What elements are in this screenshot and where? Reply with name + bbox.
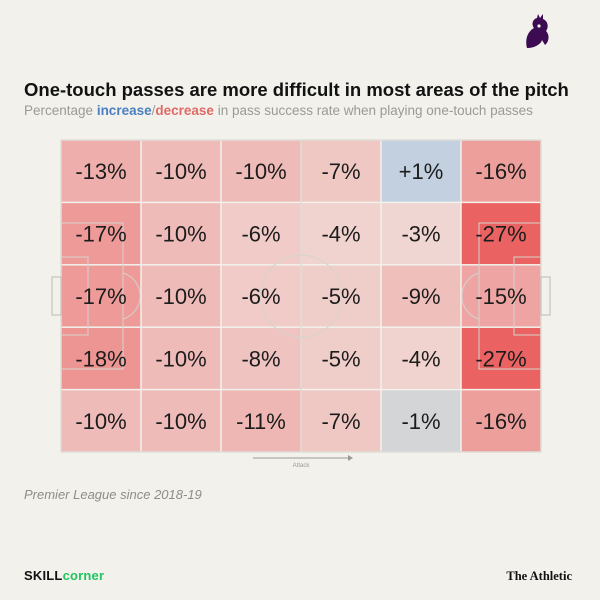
chart-subtitle: Percentage increase/decrease in pass suc… — [24, 103, 533, 118]
heatmap-cell — [301, 327, 381, 389]
heatmap-value-label: -15% — [475, 284, 526, 309]
heatmap-value-label: -5% — [321, 284, 360, 309]
heatmap-value-label: -5% — [321, 346, 360, 371]
heatmap-cell — [461, 140, 541, 202]
heatmap-cell — [221, 327, 301, 389]
attack-label: Attack — [293, 463, 311, 469]
heatmap-cell — [141, 140, 221, 202]
heatmap-cell — [461, 390, 541, 452]
premier-league-lion-logo — [526, 14, 549, 48]
attack-direction-arrow: Attack — [253, 455, 353, 469]
subtitle-increase: increase — [96, 103, 152, 118]
heatmap-value-label: -17% — [75, 222, 126, 247]
skillcorner-logo-part1: SKILL — [24, 568, 63, 583]
heatmap-value-label: -10% — [155, 409, 206, 434]
heatmap-value-label: -6% — [241, 284, 280, 309]
heatmap-value-label: -10% — [155, 284, 206, 309]
heatmap-value-label: -10% — [155, 222, 206, 247]
heatmap-cell — [61, 327, 141, 389]
heatmap-value-label: -10% — [75, 409, 126, 434]
heatmap-cell — [221, 203, 301, 265]
heatmap-cell — [461, 265, 541, 327]
heatmap-cell — [141, 327, 221, 389]
heatmap-value-label: -7% — [321, 409, 360, 434]
subtitle-decrease: decrease — [155, 103, 214, 118]
heatmap-cell — [381, 265, 461, 327]
heatmap-cell — [381, 140, 461, 202]
heatmap-cell — [381, 390, 461, 452]
heatmap-value-labels: -13% -10% -10% -7% +1% -16% -17% -10% -6% -4% -3% -… — [75, 159, 526, 434]
the-athletic-logo: The Athletic — [506, 569, 572, 583]
heatmap-cell — [221, 265, 301, 327]
heatmap-value-label: -1% — [401, 409, 440, 434]
heatmap-cell — [301, 140, 381, 202]
subtitle-suffix: in pass success rate when playing one-to… — [213, 103, 533, 118]
heatmap-value-label: -16% — [475, 159, 526, 184]
heatmap-cell — [61, 265, 141, 327]
heatmap-value-label: -9% — [401, 284, 440, 309]
pitch-heatmap: -13% -10% -10% -7% +1% -16% -17% -10% -6% -4% -3% -… — [51, 139, 551, 469]
heatmap-value-label: -3% — [401, 222, 440, 247]
source-note: Premier League since 2018-19 — [24, 487, 202, 502]
heatmap-value-label: -16% — [475, 409, 526, 434]
heatmap-value-label: -7% — [321, 159, 360, 184]
heatmap-cell — [301, 265, 381, 327]
subtitle-separator: / — [151, 103, 156, 118]
heatmap-value-label: -4% — [401, 346, 440, 371]
heatmap-cell — [61, 390, 141, 452]
skillcorner-logo-part2: corner — [62, 568, 105, 583]
heatmap-cell — [141, 265, 221, 327]
subtitle-prefix: Percentage — [24, 103, 97, 118]
heatmap-value-label: -11% — [236, 409, 286, 434]
heatmap-value-label: -6% — [241, 222, 280, 247]
heatmap-value-label: -27% — [475, 222, 526, 247]
heatmap-cell — [221, 140, 301, 202]
heatmap-cell — [301, 390, 381, 452]
heatmap-value-label: -13% — [75, 159, 126, 184]
skillcorner-logo: SKILLcorner — [24, 568, 104, 583]
heatmap-value-label: -10% — [155, 159, 206, 184]
heatmap-cell — [461, 327, 541, 389]
heatmap-cell — [221, 390, 301, 452]
heatmap-value-label: -4% — [321, 222, 360, 247]
heatmap-cell — [61, 140, 141, 202]
heatmap-value-label: -17% — [75, 284, 126, 309]
heatmap-value-label: -10% — [235, 159, 286, 184]
heatmap-cell — [141, 390, 221, 452]
heatmap-cell — [461, 203, 541, 265]
heatmap-cell — [301, 203, 381, 265]
heatmap-value-label: -8% — [241, 346, 280, 371]
heatmap-value-label: -10% — [155, 346, 206, 371]
heatmap-cell — [141, 203, 221, 265]
heatmap-value-label: +1% — [399, 159, 444, 184]
heatmap-cell — [61, 203, 141, 265]
heatmap-value-label: -27% — [475, 346, 526, 371]
heatmap-cell — [381, 203, 461, 265]
heatmap-cells — [61, 140, 541, 452]
heatmap-cell — [381, 327, 461, 389]
heatmap-value-label: -18% — [75, 346, 126, 371]
chart-title: One-touch passes are more difficult in m… — [24, 79, 569, 100]
pitch-markings — [51, 139, 551, 453]
